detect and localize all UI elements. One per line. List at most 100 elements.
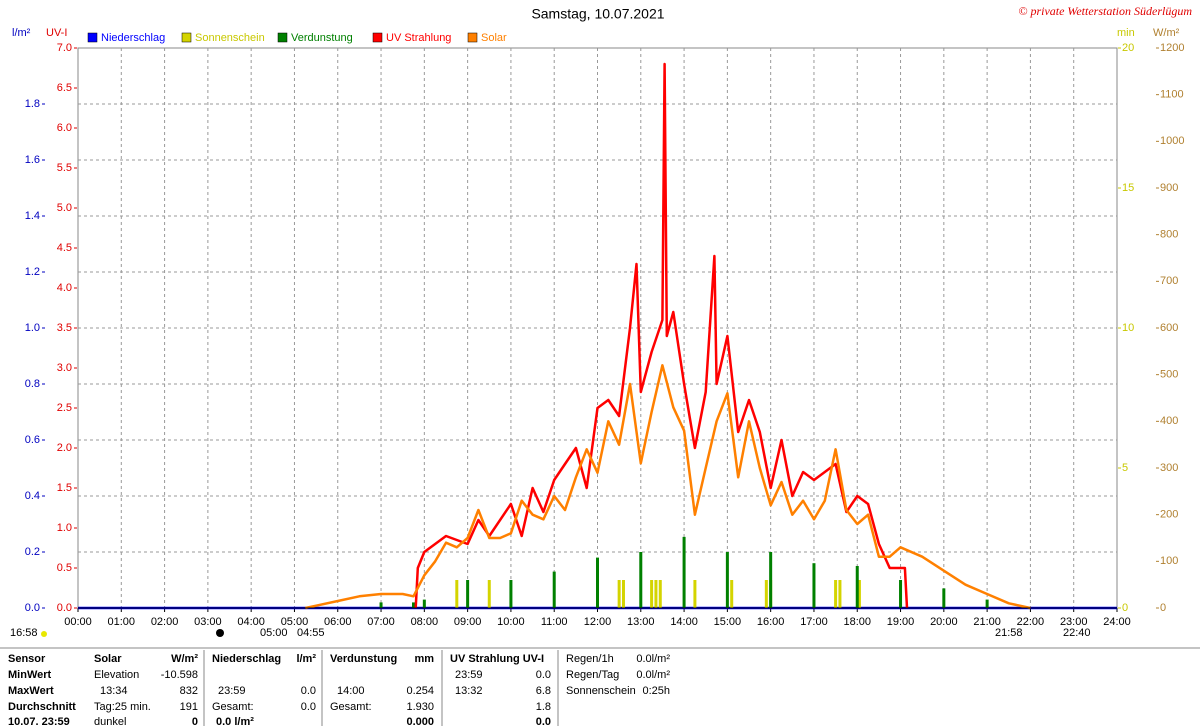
y-tick-label: 0.5: [57, 562, 72, 574]
table-cell: Tag:25 min.: [94, 701, 151, 713]
x-tick-label: 12:00: [584, 616, 612, 628]
table-cell: Regen/Tag: [566, 669, 619, 681]
annotation: 04:55: [297, 627, 325, 639]
table-header: 0.0l/m²: [636, 653, 670, 665]
legend-label: Verdunstung: [291, 32, 353, 44]
bar: [650, 580, 654, 608]
bar: [838, 580, 842, 608]
y-tick-label: 5: [1122, 462, 1128, 474]
y-tick-label: 800: [1160, 229, 1178, 241]
bar: [379, 602, 383, 608]
table-cell: 832: [180, 685, 198, 697]
y-tick-label: 20: [1122, 42, 1134, 54]
table-cell: Gesamt:: [212, 701, 254, 713]
table-cell: 0.0l/m²: [636, 669, 670, 681]
y-tick-label: 900: [1160, 182, 1178, 194]
bar: [658, 580, 662, 608]
x-tick-label: 17:00: [800, 616, 828, 628]
table-header: Niederschlag: [212, 653, 281, 665]
y-tick-label: 1.4: [25, 210, 40, 222]
table-cell: 14:00: [337, 685, 365, 697]
x-tick-label: 16:00: [757, 616, 785, 628]
y-tick-label: 300: [1160, 462, 1178, 474]
bar: [509, 580, 513, 608]
line-series: [414, 62, 909, 609]
table-header: Verdunstung: [330, 653, 397, 665]
bar: [857, 580, 861, 608]
line-series: [305, 364, 1031, 610]
x-tick-label: 11:00: [541, 616, 568, 628]
axis-title-right-outer: W/m²: [1153, 27, 1180, 39]
table-cell: 23:59: [218, 685, 246, 697]
table-cell: dunkel: [94, 716, 126, 726]
table-header: UV Strahlung UV-I: [450, 653, 544, 665]
table-header: mm: [414, 653, 434, 665]
x-tick-label: 05:00: [281, 616, 309, 628]
x-tick-label: 14:00: [670, 616, 698, 628]
x-tick-label: 13:00: [627, 616, 655, 628]
annotation: 05:00: [260, 627, 288, 639]
bar: [985, 599, 989, 608]
bar: [455, 580, 459, 608]
legend-label: Niederschlag: [101, 32, 165, 44]
legend-label: UV Strahlung: [386, 32, 451, 44]
table-cell: 13:32: [455, 685, 483, 697]
y-tick-label: 4.0: [57, 282, 72, 294]
y-tick-label: 15: [1122, 182, 1134, 194]
table-cell: -10.598: [161, 669, 198, 681]
bar: [412, 602, 416, 608]
table-cell: 191: [180, 701, 198, 713]
annotation: 16:58: [10, 627, 38, 639]
table-cell: 0.0: [301, 685, 316, 697]
table-cell: Durchschnitt: [8, 701, 76, 713]
summary-table: Sensor Solar W/m² Niederschlag l/m² Verdunstu…: [0, 647, 1200, 726]
table-cell: 1.930: [406, 701, 434, 713]
legend-swatch: [277, 32, 288, 43]
x-tick-label: 10:00: [497, 616, 525, 628]
table-cell: 0.0: [536, 716, 551, 726]
y-tick-label: 7.0: [57, 42, 72, 54]
bar: [834, 580, 838, 608]
bar: [639, 552, 643, 608]
legend-swatch: [372, 32, 383, 43]
y-tick-label: 100: [1160, 555, 1178, 567]
x-tick-label: 09:00: [454, 616, 482, 628]
x-tick-label: 02:00: [151, 616, 179, 628]
y-tick-label: 4.5: [57, 242, 72, 254]
legend-label: Sonnenschein: [195, 32, 265, 44]
y-tick-label: 1.0: [25, 322, 40, 334]
bar: [725, 552, 729, 608]
legend-swatch: [467, 32, 478, 43]
table-cell: 1.8: [536, 701, 551, 713]
y-tick-label: 1100: [1160, 89, 1184, 101]
x-tick-label: 06:00: [324, 616, 352, 628]
x-tick-label: 22:00: [1017, 616, 1045, 628]
y-tick-label: 1.6: [25, 154, 40, 166]
bar: [466, 580, 470, 608]
table-header: l/m²: [296, 653, 316, 665]
y-tick-label: 0.8: [25, 378, 40, 390]
y-tick-label: 1000: [1160, 135, 1184, 147]
legend-swatch: [181, 32, 192, 43]
y-tick-label: 0.0: [57, 602, 72, 614]
grid: [42, 47, 1159, 612]
x-tick-label: 00:00: [64, 616, 92, 628]
table-cell: 0.254: [406, 685, 434, 697]
bar: [899, 580, 903, 608]
y-tick-label: 1200: [1160, 42, 1184, 54]
y-tick-label: 5.5: [57, 162, 72, 174]
table-cell: MaxWert: [8, 685, 54, 697]
bar: [769, 552, 773, 608]
y-tick-label: 1.5: [57, 482, 72, 494]
y-tick-label: 6.0: [57, 122, 72, 134]
y-tick-label: 0.2: [25, 546, 40, 558]
annotation: 22:40: [1063, 627, 1091, 639]
y-tick-label: 5.0: [57, 202, 72, 214]
x-tick-label: 23:00: [1060, 616, 1088, 628]
bar: [617, 580, 621, 608]
x-tick-label: 01:00: [108, 616, 136, 628]
y-tick-label: 2.0: [57, 442, 72, 454]
x-tick-label: 21:00: [973, 616, 1001, 628]
y-tick-label: 0: [1160, 602, 1166, 614]
y-tick-label: 0.0: [25, 602, 40, 614]
